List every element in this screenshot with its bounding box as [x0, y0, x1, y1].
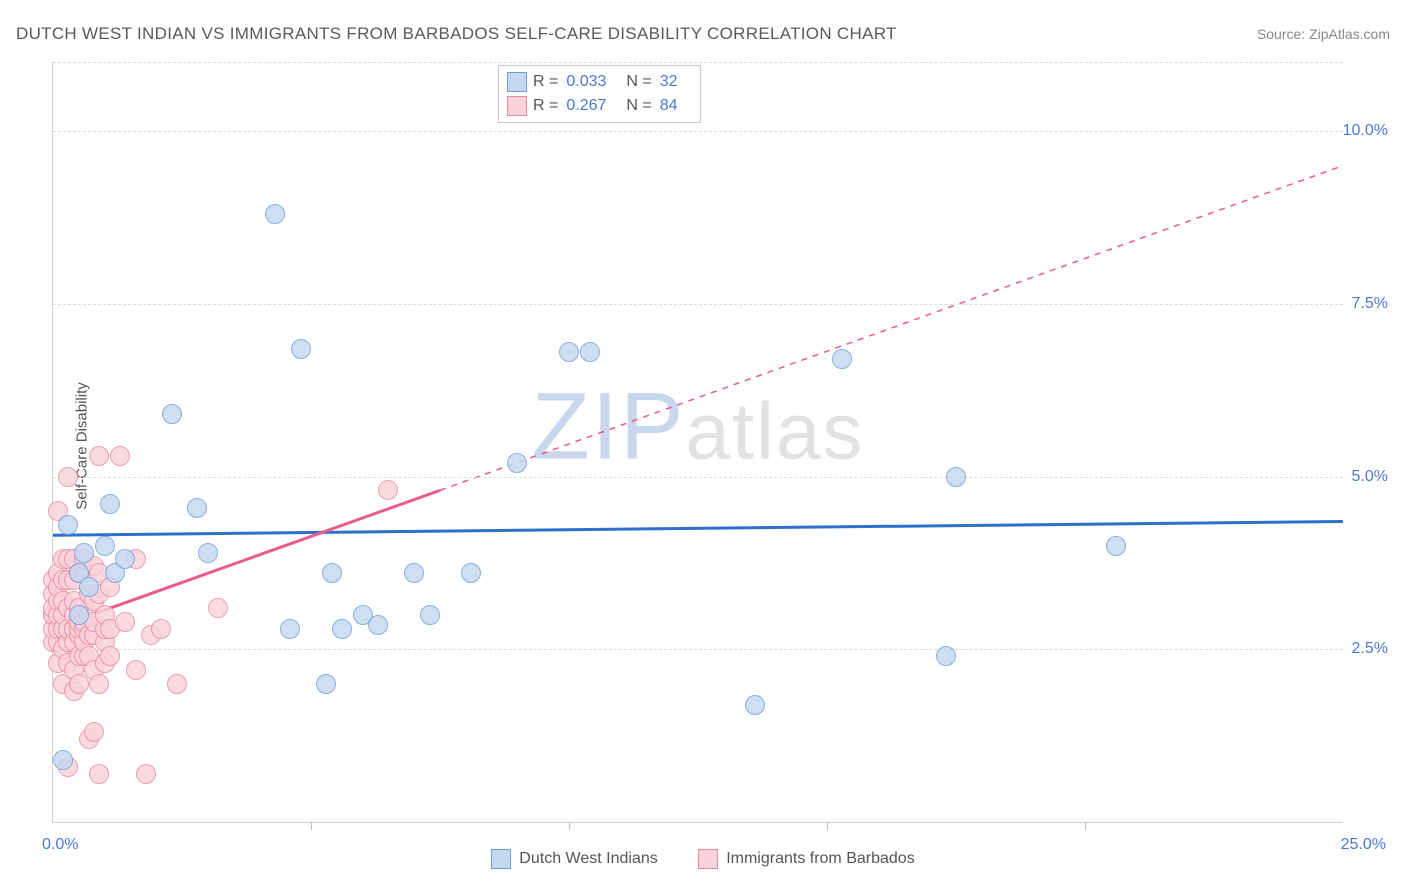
x-tick — [827, 822, 828, 830]
data-point — [378, 480, 398, 500]
gridline-h — [53, 62, 1343, 63]
data-point — [1106, 536, 1126, 556]
r-label: R = — [533, 97, 558, 115]
correlation-legend: R = 0.033 N = 32 R = 0.267 N = 84 — [498, 65, 701, 123]
data-point — [110, 446, 130, 466]
x-tick — [311, 822, 312, 830]
data-point — [745, 695, 765, 715]
legend-row-series2: R = 0.267 N = 84 — [507, 94, 692, 118]
swatch-series2 — [507, 96, 527, 116]
series1-name: Dutch West Indians — [519, 850, 657, 868]
data-point — [136, 764, 156, 784]
data-point — [559, 342, 579, 362]
data-point — [461, 563, 481, 583]
data-point — [208, 598, 228, 618]
n-label: N = — [626, 73, 651, 91]
data-point — [126, 660, 146, 680]
r-label: R = — [533, 73, 558, 91]
legend-item-series2: Immigrants from Barbados — [698, 849, 915, 869]
swatch-series1 — [507, 72, 527, 92]
swatch-series1-bottom — [491, 849, 511, 869]
watermark-zip: ZIP — [532, 373, 686, 479]
gridline-h — [53, 477, 1343, 478]
trend-lines — [53, 62, 1343, 822]
r-value-2: 0.267 — [566, 97, 606, 115]
data-point — [280, 619, 300, 639]
data-point — [95, 536, 115, 556]
data-point — [198, 543, 218, 563]
data-point — [69, 674, 89, 694]
data-point — [69, 605, 89, 625]
data-point — [58, 515, 78, 535]
series2-name: Immigrants from Barbados — [726, 850, 915, 868]
data-point — [167, 674, 187, 694]
data-point — [100, 494, 120, 514]
data-point — [936, 646, 956, 666]
data-point — [832, 349, 852, 369]
x-tick — [1085, 822, 1086, 830]
series-legend: Dutch West Indians Immigrants from Barba… — [0, 849, 1406, 874]
data-point — [946, 467, 966, 487]
y-tick-label: 10.0% — [1343, 122, 1388, 140]
data-point — [322, 563, 342, 583]
gridline-h — [53, 131, 1343, 132]
legend-item-series1: Dutch West Indians — [491, 849, 657, 869]
data-point — [58, 467, 78, 487]
data-point — [265, 204, 285, 224]
data-point — [89, 446, 109, 466]
gridline-h — [53, 649, 1343, 650]
y-tick-label: 2.5% — [1352, 640, 1388, 658]
source-label: Source: ZipAtlas.com — [1257, 26, 1390, 42]
x-tick — [569, 822, 570, 830]
n-label: N = — [626, 97, 651, 115]
x-axis-max: 25.0% — [1341, 836, 1386, 854]
n-value-2: 84 — [660, 97, 678, 115]
n-value-1: 32 — [660, 73, 678, 91]
r-value-1: 0.033 — [566, 73, 606, 91]
data-point — [79, 577, 99, 597]
chart-title: DUTCH WEST INDIAN VS IMMIGRANTS FROM BAR… — [16, 24, 897, 44]
data-point — [162, 404, 182, 424]
data-point — [115, 549, 135, 569]
watermark: ZIPatlas — [532, 372, 865, 481]
data-point — [580, 342, 600, 362]
y-tick-label: 7.5% — [1352, 295, 1388, 313]
data-point — [84, 722, 104, 742]
data-point — [89, 764, 109, 784]
data-point — [404, 563, 424, 583]
legend-row-series1: R = 0.033 N = 32 — [507, 70, 692, 94]
data-point — [420, 605, 440, 625]
swatch-series2-bottom — [698, 849, 718, 869]
x-axis-min: 0.0% — [42, 836, 78, 854]
scatter-plot: ZIPatlas — [52, 62, 1343, 823]
gridline-h — [53, 304, 1343, 305]
data-point — [53, 750, 73, 770]
data-point — [368, 615, 388, 635]
y-tick-label: 5.0% — [1352, 468, 1388, 486]
data-point — [100, 646, 120, 666]
data-point — [115, 612, 135, 632]
data-point — [316, 674, 336, 694]
data-point — [507, 453, 527, 473]
data-point — [151, 619, 171, 639]
data-point — [89, 674, 109, 694]
data-point — [291, 339, 311, 359]
data-point — [187, 498, 207, 518]
data-point — [74, 543, 94, 563]
watermark-atlas: atlas — [685, 386, 864, 475]
data-point — [332, 619, 352, 639]
